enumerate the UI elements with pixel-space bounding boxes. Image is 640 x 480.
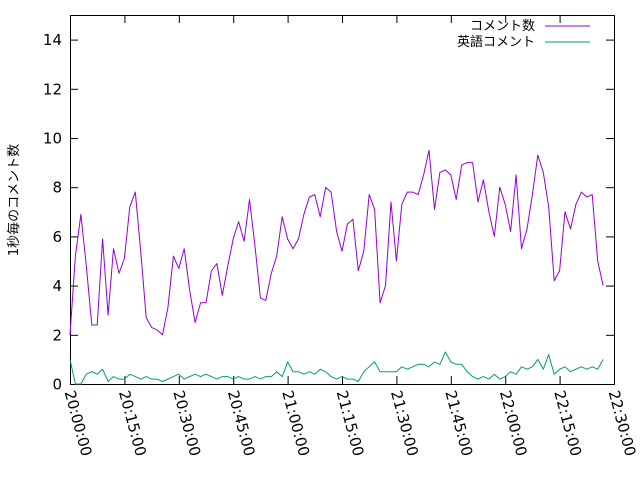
x-tick-label: 21:00:00 xyxy=(278,388,313,458)
y-axis: 0 2 4 6 8 10 12 14 xyxy=(43,31,614,394)
x-tick-label: 20:30:00 xyxy=(169,388,204,458)
series-line-2 xyxy=(69,351,604,385)
y-tick-label: 6 xyxy=(52,228,62,246)
legend-label-1: コメント数 xyxy=(470,19,535,34)
x-tick-label: 20:45:00 xyxy=(224,388,259,458)
x-tick-label: 20:15:00 xyxy=(115,388,150,458)
y-tick-label: 12 xyxy=(43,80,62,98)
y-tick-label: 10 xyxy=(43,130,62,148)
x-tick-label: 22:00:00 xyxy=(496,388,531,458)
x-tick-label: 22:15:00 xyxy=(550,388,585,458)
x-axis: 20:00:00 20:15:00 20:30:00 20:45:00 21:00:00… xyxy=(61,15,640,458)
y-tick-label: 8 xyxy=(52,179,62,197)
series-line-1 xyxy=(69,149,604,336)
y-tick-label: 2 xyxy=(52,326,62,344)
legend-label-2: 英語コメント xyxy=(457,34,535,50)
y-axis-title: 1秒毎のコメント数 xyxy=(6,144,22,256)
y-tick-label: 0 xyxy=(52,376,62,394)
series-layer xyxy=(69,149,604,385)
x-tick-label: 21:15:00 xyxy=(333,388,368,458)
x-tick-label: 22:30:00 xyxy=(605,388,640,458)
plot-frame xyxy=(70,15,615,385)
x-tick-label: 21:30:00 xyxy=(387,388,422,458)
y-tick-label: 14 xyxy=(43,31,62,49)
x-tick-label: 20:00:00 xyxy=(61,388,96,458)
y-tick-label: 4 xyxy=(52,277,62,295)
x-tick-label: 21:45:00 xyxy=(441,388,476,458)
